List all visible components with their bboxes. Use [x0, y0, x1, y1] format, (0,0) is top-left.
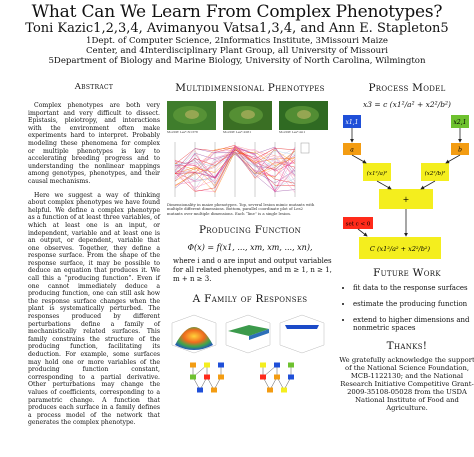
plot-line [174, 144, 296, 191]
graph-node [260, 374, 266, 380]
network-graph [190, 362, 224, 393]
graph-node [190, 374, 196, 380]
future-work-item: estimate the producing function [353, 300, 474, 309]
process-model-equation: x3 = c (x1²/a² + x2²/b²) [363, 100, 451, 109]
poster-header: What Can We Learn From Complex Phenotype… [0, 0, 474, 67]
plot-line [174, 151, 296, 176]
plot-line [174, 145, 296, 179]
plot-line [174, 147, 296, 177]
network-graphs [167, 359, 333, 397]
svg-text:set c < 0: set c < 0 [346, 222, 371, 228]
middle-column: Multidimensional Phenotypes Mo20W Les*-N… [167, 82, 333, 397]
mutant-photo: Mo20W Les*-mi1 [279, 101, 328, 135]
graph-node [288, 362, 294, 368]
leaf-image [279, 101, 328, 130]
abstract-paragraph-2: Here we suggest a way of thinking about … [28, 191, 160, 427]
graph-node [218, 374, 224, 380]
svg-text:(x1²/a)²: (x1²/a)² [367, 170, 387, 177]
svg-text:x1,1: x1,1 [346, 119, 359, 126]
graph-node [218, 362, 224, 368]
plot-line [174, 148, 296, 188]
node-a [343, 143, 361, 155]
svg-text:a: a [350, 147, 354, 154]
plot-line [174, 148, 296, 185]
response-surfaces [167, 311, 333, 355]
affiliation-line-3: 5Department of Biology and Marine Biolog… [48, 56, 426, 66]
process-model-heading: Process Model [368, 82, 446, 94]
future-work-item: fit data to the response surfaces [353, 284, 474, 293]
acknowledgement-text: We gratefully acknowledge the support of… [339, 356, 474, 413]
plot-line [174, 146, 296, 174]
response-surface-bowl [279, 315, 325, 354]
svg-text:b: b [458, 147, 462, 154]
family-section: A Family of Responses [167, 293, 333, 397]
poster-title: What Can We Learn From Complex Phenotype… [31, 2, 443, 22]
figure-caption: Dimensionality in maize phenotypes. Top,… [167, 201, 315, 216]
node-b [451, 143, 469, 155]
mutant-photos: Mo20W Les*-N1378 Mo20W Les*-2061 Mo20W L… [167, 101, 333, 135]
photo-caption: Mo20W Les*-2061 [223, 130, 252, 134]
process-model-diagram: x1,1 x2,1 a b (x1²/a)² (x2²/b)² + set c … [339, 113, 474, 261]
graph-node [190, 362, 196, 368]
svg-text:x2,1: x2,1 [454, 119, 467, 126]
plot-line [174, 151, 296, 181]
right-column: Process Model x3 = c (x1²/a² + x2²/b²) x… [339, 82, 474, 412]
abstract-column: Abstract Complex phenotypes are both ver… [28, 82, 160, 433]
plot-line [174, 146, 296, 182]
family-heading: A Family of Responses [192, 293, 308, 306]
graph-node [197, 387, 203, 393]
svg-text:(x2²/b)²: (x2²/b)² [425, 170, 446, 177]
thanks-heading: Thanks! [386, 340, 428, 353]
photo-caption: Mo20W Les*-mi1 [279, 130, 306, 134]
plot-line [174, 149, 296, 193]
future-work-item: extend to higher dimensions and nonmetri… [353, 316, 474, 334]
affiliation-line-1: 1Dept. of Computer Science, 2Informatics… [86, 36, 388, 46]
future-work-list: fit data to the response surfaces estima… [339, 284, 474, 333]
producing-function-equation: Φ(x) = f(x1, ..., xm, xm, ..., xn), [187, 243, 313, 253]
graph-node [260, 362, 266, 368]
abstract-heading: Abstract [74, 82, 114, 92]
graph-node [274, 374, 280, 380]
mutant-photo: Mo20W Les*-N1378 [167, 101, 216, 135]
abstract-body: Complex phenotypes are both very importa… [28, 102, 160, 427]
svg-text:+: + [403, 195, 410, 204]
graph-node [204, 362, 210, 368]
graph-node [274, 362, 280, 368]
producing-function-heading: Producing Function [198, 224, 302, 237]
node-right-fraction [421, 163, 449, 181]
network-graph [260, 362, 294, 393]
producing-function-section: Producing Function Φ(x) = f(x1, ..., xm,… [167, 224, 333, 284]
node-left-fraction [363, 163, 391, 181]
plot-line [174, 145, 296, 184]
plot-legend [300, 142, 310, 153]
node-sum [379, 189, 433, 209]
node-x11 [343, 115, 361, 128]
response-surface-flat [225, 315, 271, 354]
abstract-paragraph-1: Complex phenotypes are both very importa… [28, 102, 160, 185]
parallel-coordinate-plot [167, 139, 317, 201]
svg-text:C (x1²/a² + x2²/b²): C (x1²/a² + x2²/b²) [370, 245, 431, 253]
node-x21 [451, 115, 469, 128]
authors: Toni Kazic1,2,3,4, Avimanyou Vatsa1,3,4,… [25, 21, 449, 36]
mutant-photo: Mo20W Les*-2061 [223, 101, 272, 135]
producing-function-text: where i and o are input and output varia… [173, 257, 332, 284]
future-work-heading: Future Work [373, 267, 441, 279]
leaf-image [167, 101, 216, 130]
photo-caption: Mo20W Les*-N1378 [167, 130, 198, 134]
graph-node [211, 387, 217, 393]
leaf-image [223, 101, 272, 130]
graph-node [288, 374, 294, 380]
node-final [359, 237, 441, 259]
graph-node [204, 374, 210, 380]
graph-node [281, 387, 287, 393]
affiliation-line-2: Center, and 4Interdisciplinary Plant Gro… [85, 46, 389, 56]
node-set-c [343, 217, 373, 229]
multidimensional-heading: Multidimensional Phenotypes [175, 82, 325, 94]
graph-node [267, 387, 273, 393]
plot-line [174, 147, 296, 170]
response-surface-dome [171, 315, 217, 354]
